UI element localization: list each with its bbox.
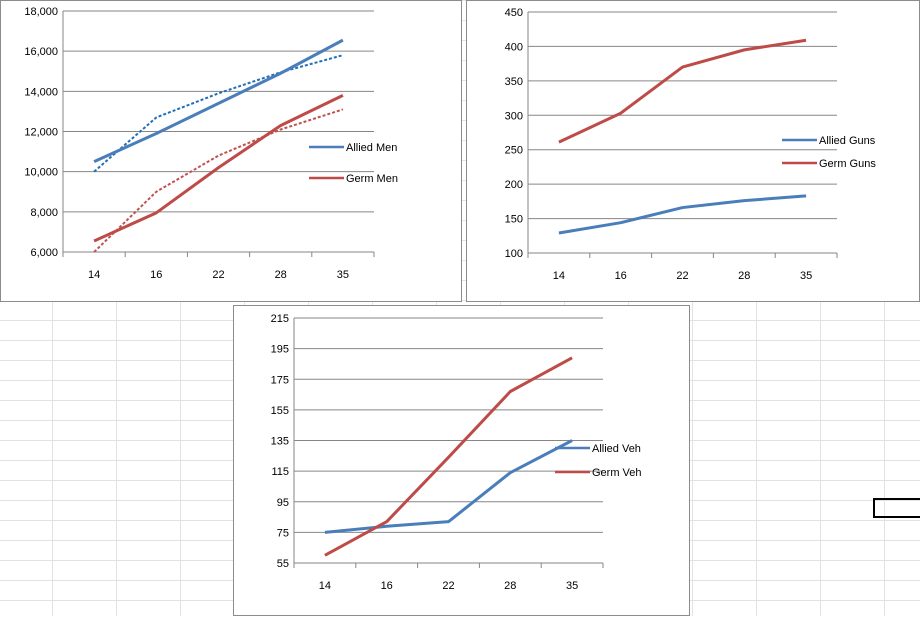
x-tick-label: 22 <box>442 580 454 592</box>
legend-label: Germ Veh <box>592 467 642 479</box>
y-tick-label: 100 <box>505 248 523 260</box>
y-tick-label: 175 <box>271 374 289 386</box>
series-line-allied-veh[interactable] <box>324 439 573 534</box>
y-tick-label: 115 <box>271 466 289 478</box>
y-tick-label: 150 <box>505 214 523 226</box>
y-tick-label: 10,000 <box>24 167 58 179</box>
legend-label: Germ Men <box>346 173 398 185</box>
x-tick-label: 35 <box>337 269 349 281</box>
x-tick-label: 14 <box>319 580 331 592</box>
legend-label: Germ Guns <box>819 158 876 170</box>
y-tick-label: 18,000 <box>24 6 58 18</box>
selected-cell[interactable] <box>873 498 920 518</box>
y-tick-label: 135 <box>271 436 289 448</box>
y-tick-label: 55 <box>277 558 289 570</box>
y-tick-label: 215 <box>271 313 289 325</box>
y-tick-label: 95 <box>277 497 289 509</box>
chart-guns-svg: 100 150 200 250 300 350 400 450 14 16 22 28 35 Allied… <box>505 7 877 282</box>
y-tick-label: 75 <box>277 527 289 539</box>
y-tick-label: 195 <box>271 344 289 356</box>
y-tick-label: 300 <box>505 110 523 122</box>
x-tick-label: 28 <box>738 270 750 282</box>
chart-veh-svg: 55 75 95 115 135 155 175 195 215 14 16 22 28 35 Allied… <box>271 313 642 592</box>
series-line-germ-guns[interactable] <box>558 38 807 144</box>
legend-label: Allied Men <box>346 142 397 154</box>
x-tick-label: 35 <box>800 270 812 282</box>
y-tick-label: 250 <box>505 145 523 157</box>
x-tick-label: 28 <box>275 269 287 281</box>
chart-guns[interactable]: 100 150 200 250 300 350 400 450 14 16 22 28 35 Allied… <box>466 0 920 302</box>
x-tick-label: 22 <box>212 269 224 281</box>
y-tick-label: 16,000 <box>24 46 58 58</box>
series-line-allied-guns[interactable] <box>558 194 807 235</box>
legend-label: Allied Veh <box>592 443 641 455</box>
y-tick-label: 400 <box>505 41 523 53</box>
y-tick-label: 200 <box>505 179 523 191</box>
y-tick-label: 350 <box>505 76 523 88</box>
series-line-germ-men[interactable] <box>93 93 344 243</box>
x-tick-label: 28 <box>504 580 516 592</box>
y-tick-label: 155 <box>271 405 289 417</box>
x-tick-label: 35 <box>566 580 578 592</box>
trendline <box>93 108 344 253</box>
y-tick-label: 12,000 <box>24 127 58 139</box>
x-tick-label: 14 <box>553 270 565 282</box>
series-line-germ-veh[interactable] <box>324 356 573 557</box>
x-tick-label: 14 <box>88 269 100 281</box>
trendline <box>93 54 344 173</box>
x-tick-label: 16 <box>150 269 162 281</box>
series-line-allied-men[interactable] <box>93 38 344 163</box>
chart-men[interactable]: 6,000 8,000 10,000 12,000 14,000 16,000 18,000… <box>0 0 462 302</box>
chart-veh[interactable]: 55 75 95 115 135 155 175 195 215 14 16 22 28 35 Allied… <box>233 305 690 616</box>
y-tick-label: 450 <box>505 7 523 19</box>
x-tick-label: 16 <box>381 580 393 592</box>
legend-label: Allied Guns <box>819 135 876 147</box>
chart-men-svg: 6,000 8,000 10,000 12,000 14,000 16,000 18,000… <box>24 6 398 281</box>
y-tick-label: 14,000 <box>24 86 58 98</box>
y-tick-label: 6,000 <box>30 247 58 259</box>
x-tick-label: 16 <box>615 270 627 282</box>
y-tick-label: 8,000 <box>30 207 58 219</box>
x-tick-label: 22 <box>676 270 688 282</box>
